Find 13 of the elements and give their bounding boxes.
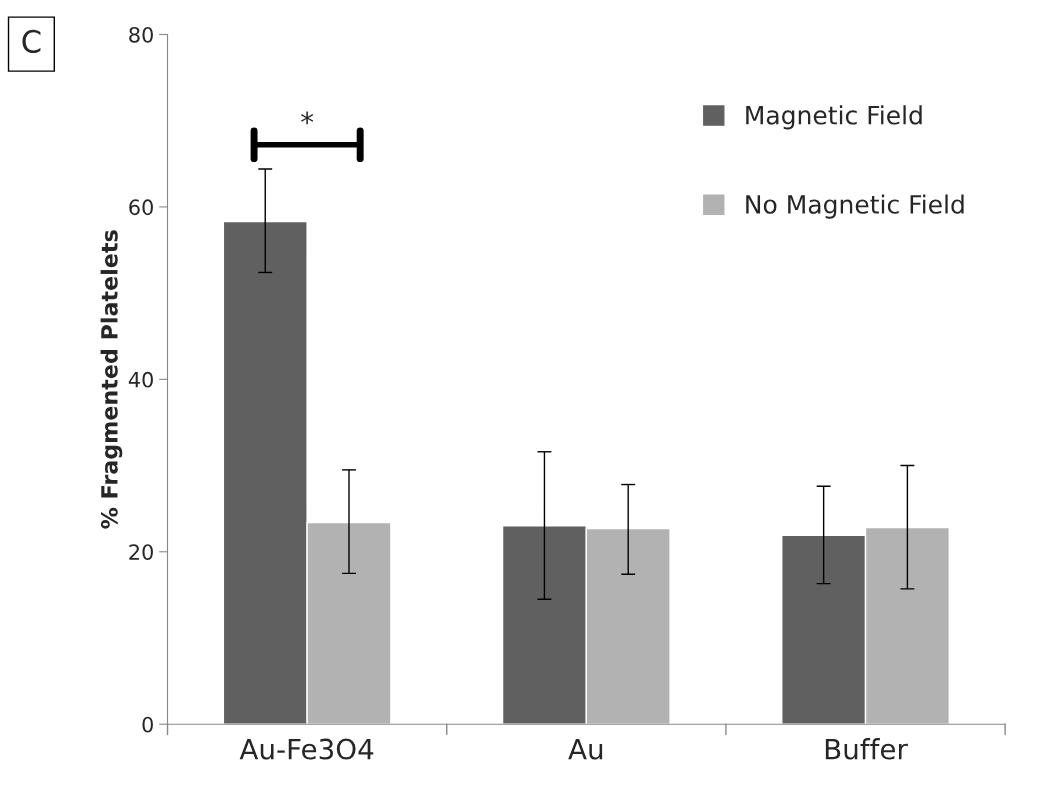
- y-tick-label: 80: [129, 26, 153, 43]
- legend-label: Magnetic Field: [746, 105, 922, 130]
- x-tick-label: Buffer: [825, 738, 908, 760]
- annotation: *: [301, 111, 314, 125]
- y-tick-label: 40: [128, 371, 153, 388]
- y-tick-label: 0: [142, 716, 153, 733]
- y-tick-label: 20: [129, 544, 153, 560]
- y-tick-label: 60: [129, 199, 153, 216]
- y-axis-title: % Fragmented Platelets: [100, 230, 123, 529]
- legend-label: No Magnetic Field: [746, 194, 964, 219]
- x-tick-label: Au-Fe3O4: [239, 738, 374, 760]
- text: C: [22, 29, 41, 53]
- x-tick-label: Au: [568, 738, 603, 760]
